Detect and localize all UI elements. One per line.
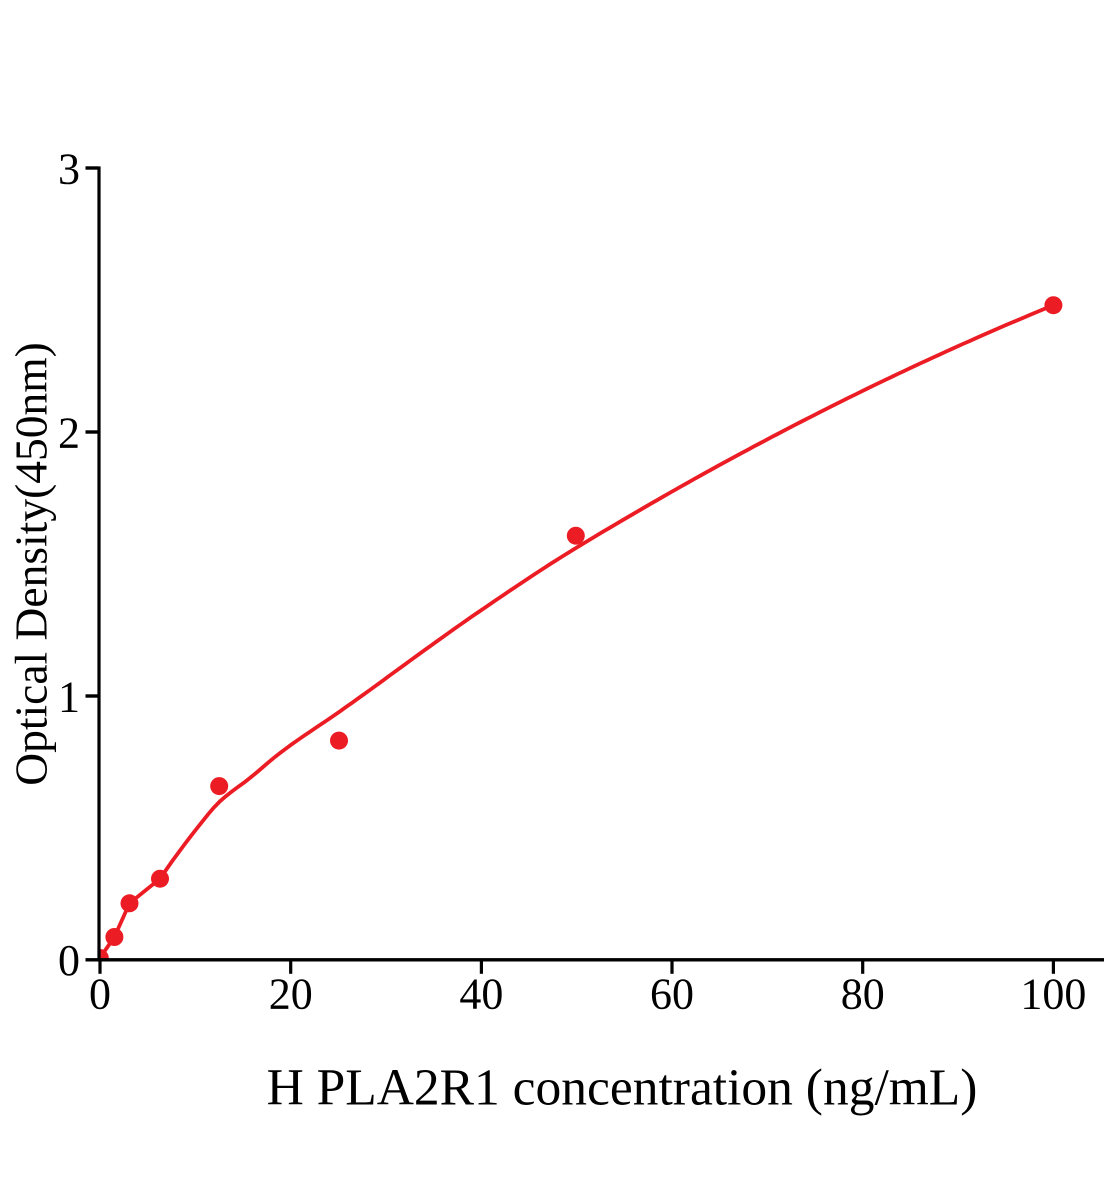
svg-text:3: 3 bbox=[58, 144, 80, 193]
svg-text:80: 80 bbox=[841, 969, 885, 1018]
svg-text:100: 100 bbox=[1020, 969, 1086, 1018]
svg-text:2: 2 bbox=[58, 408, 80, 457]
svg-text:0: 0 bbox=[89, 969, 111, 1018]
svg-text:1: 1 bbox=[58, 672, 80, 721]
svg-text:Optical Density(450nm): Optical Density(450nm) bbox=[6, 342, 57, 786]
svg-text:0: 0 bbox=[58, 936, 80, 985]
svg-text:H PLA2R1 concentration (ng/mL): H PLA2R1 concentration (ng/mL) bbox=[267, 1060, 978, 1117]
svg-text:40: 40 bbox=[459, 969, 503, 1018]
svg-text:60: 60 bbox=[650, 969, 694, 1018]
svg-text:20: 20 bbox=[269, 969, 313, 1018]
